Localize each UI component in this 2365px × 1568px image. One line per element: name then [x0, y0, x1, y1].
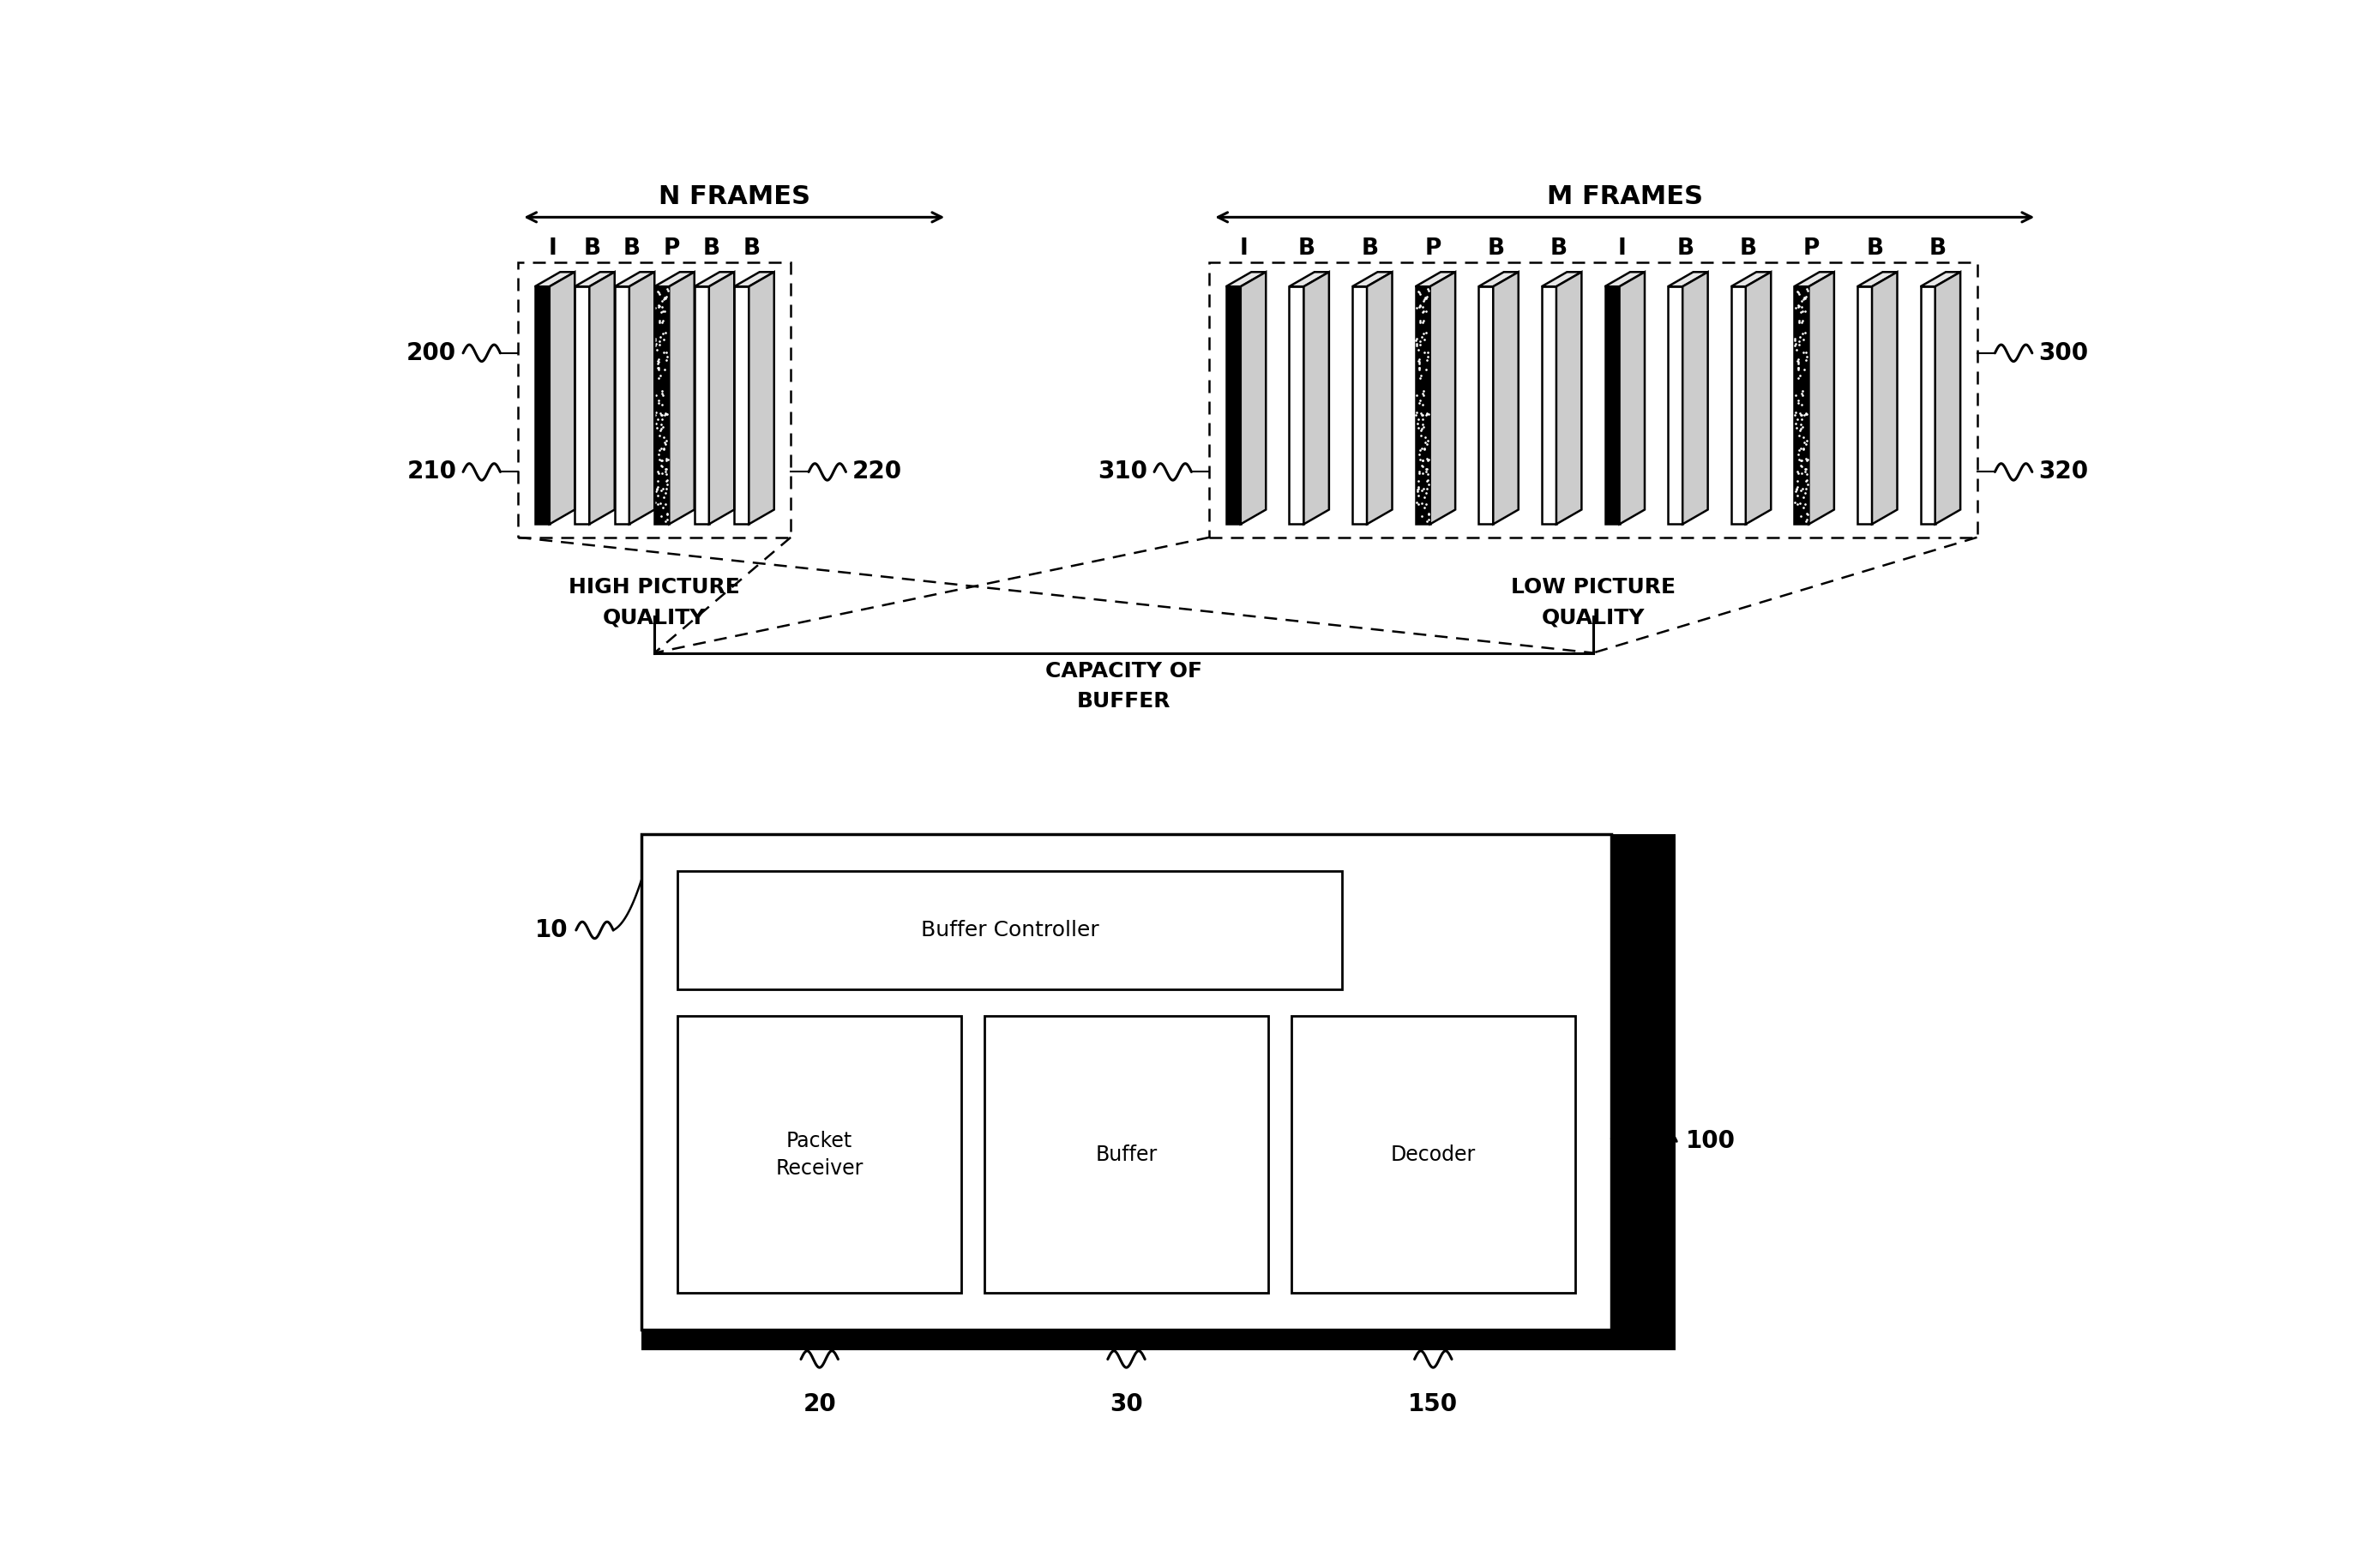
- Text: Buffer: Buffer: [1095, 1145, 1156, 1165]
- Bar: [984, 1016, 1268, 1294]
- Polygon shape: [1289, 271, 1329, 287]
- Text: B: B: [624, 238, 641, 260]
- Polygon shape: [1542, 287, 1556, 524]
- Polygon shape: [615, 271, 655, 287]
- Polygon shape: [695, 271, 733, 287]
- Polygon shape: [1809, 271, 1835, 524]
- Polygon shape: [655, 271, 695, 287]
- Text: 30: 30: [1109, 1392, 1142, 1416]
- Text: B: B: [1551, 238, 1568, 260]
- Polygon shape: [575, 271, 615, 287]
- Text: I: I: [1618, 238, 1627, 260]
- Polygon shape: [1414, 271, 1454, 287]
- Polygon shape: [1225, 287, 1242, 524]
- Text: 10: 10: [534, 919, 568, 942]
- Polygon shape: [1478, 271, 1518, 287]
- Polygon shape: [1414, 287, 1431, 524]
- Polygon shape: [1682, 271, 1708, 524]
- Polygon shape: [1606, 271, 1644, 287]
- Text: 300: 300: [2039, 342, 2088, 365]
- Text: B: B: [1298, 238, 1315, 260]
- Polygon shape: [1242, 271, 1265, 524]
- Text: B: B: [1362, 238, 1379, 260]
- Polygon shape: [1731, 287, 1745, 524]
- Text: 210: 210: [407, 459, 456, 485]
- Polygon shape: [534, 287, 549, 524]
- Polygon shape: [733, 287, 750, 524]
- Text: B: B: [584, 238, 601, 260]
- Polygon shape: [1367, 271, 1393, 524]
- Text: CAPACITY OF
BUFFER: CAPACITY OF BUFFER: [1045, 660, 1201, 712]
- Polygon shape: [655, 287, 669, 524]
- Polygon shape: [1745, 271, 1771, 524]
- Text: Packet
Receiver: Packet Receiver: [776, 1131, 863, 1179]
- Text: I: I: [1239, 238, 1249, 260]
- Polygon shape: [1289, 287, 1303, 524]
- Text: B: B: [1866, 238, 1883, 260]
- Polygon shape: [1556, 271, 1582, 524]
- Text: Decoder: Decoder: [1391, 1145, 1476, 1165]
- Polygon shape: [589, 271, 615, 524]
- Polygon shape: [1857, 271, 1897, 287]
- Polygon shape: [629, 271, 655, 524]
- Text: 20: 20: [802, 1392, 837, 1416]
- Polygon shape: [695, 287, 710, 524]
- Text: 100: 100: [1686, 1129, 1736, 1154]
- Text: 200: 200: [407, 342, 456, 365]
- Polygon shape: [1935, 271, 1961, 524]
- Polygon shape: [1542, 271, 1582, 287]
- Polygon shape: [1620, 271, 1644, 524]
- Polygon shape: [1873, 271, 1897, 524]
- Polygon shape: [1731, 271, 1771, 287]
- Bar: [679, 1016, 960, 1294]
- Bar: [641, 834, 1611, 1330]
- Polygon shape: [534, 271, 575, 287]
- Text: B: B: [1488, 238, 1504, 260]
- Polygon shape: [750, 271, 773, 524]
- Polygon shape: [1225, 271, 1265, 287]
- Polygon shape: [1431, 271, 1454, 524]
- Text: B: B: [702, 238, 721, 260]
- Text: B: B: [1741, 238, 1757, 260]
- Text: 320: 320: [2039, 459, 2088, 485]
- Text: HIGH PICTURE
QUALITY: HIGH PICTURE QUALITY: [570, 577, 740, 627]
- Polygon shape: [710, 271, 733, 524]
- Text: P: P: [1804, 238, 1821, 260]
- Polygon shape: [1353, 287, 1367, 524]
- Polygon shape: [669, 271, 695, 524]
- Polygon shape: [1857, 287, 1873, 524]
- Polygon shape: [1303, 271, 1329, 524]
- Polygon shape: [1795, 271, 1835, 287]
- Polygon shape: [1795, 287, 1809, 524]
- Bar: [1611, 834, 1674, 1350]
- Text: B: B: [1930, 238, 1946, 260]
- Polygon shape: [1667, 271, 1708, 287]
- Polygon shape: [1920, 287, 1935, 524]
- Text: 150: 150: [1407, 1392, 1459, 1416]
- Bar: [1291, 1016, 1575, 1294]
- Text: LOW PICTURE
QUALITY: LOW PICTURE QUALITY: [1511, 577, 1674, 627]
- Polygon shape: [733, 271, 773, 287]
- Polygon shape: [1492, 271, 1518, 524]
- Polygon shape: [615, 287, 629, 524]
- Bar: [641, 1330, 1674, 1350]
- Text: B: B: [1677, 238, 1693, 260]
- Bar: [679, 870, 1343, 989]
- Text: 310: 310: [1097, 459, 1147, 485]
- Text: 220: 220: [851, 459, 903, 485]
- Text: P: P: [1424, 238, 1440, 260]
- Polygon shape: [575, 287, 589, 524]
- Polygon shape: [549, 271, 575, 524]
- Polygon shape: [1478, 287, 1492, 524]
- Text: N FRAMES: N FRAMES: [657, 185, 811, 209]
- Text: P: P: [665, 238, 681, 260]
- Text: Buffer Controller: Buffer Controller: [920, 920, 1100, 941]
- Polygon shape: [1606, 287, 1620, 524]
- Polygon shape: [1667, 287, 1682, 524]
- Text: I: I: [549, 238, 556, 260]
- Text: B: B: [743, 238, 759, 260]
- Polygon shape: [1353, 271, 1393, 287]
- Polygon shape: [1920, 271, 1961, 287]
- Text: M FRAMES: M FRAMES: [1547, 185, 1703, 209]
